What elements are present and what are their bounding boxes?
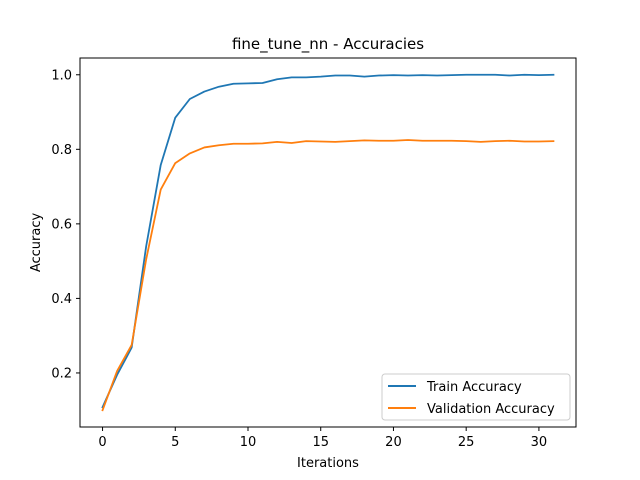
series-layer	[101, 73, 555, 412]
x-axis-label: Iterations	[297, 456, 359, 471]
y-tick-label: 0.8	[51, 143, 72, 158]
axes-frame	[79, 57, 577, 428]
legend-label-train-accuracy: Train Accuracy	[426, 380, 522, 395]
y-axis-label: Accuracy	[29, 213, 44, 273]
series-line-validation-accuracy	[101, 139, 555, 412]
x-tick-label: 5	[171, 435, 179, 450]
y-tick-label: 1.0	[51, 68, 72, 83]
y-axis-ticks: 0.2 0.4 0.6 0.8 1.0	[51, 68, 80, 381]
legend-label-validation-accuracy: Validation Accuracy	[427, 402, 555, 417]
y-tick-label: 0.4	[51, 292, 72, 307]
plot-area	[79, 57, 577, 428]
x-tick-label: 10	[240, 435, 257, 450]
chart-title: fine_tune_nn - Accuracies	[232, 35, 424, 54]
x-axis-ticks: 0 5 10 15 20 25 30	[98, 427, 547, 450]
y-tick-label: 0.6	[51, 217, 72, 232]
legend-box	[381, 373, 571, 421]
legend: Train Accuracy Validation Accuracy	[381, 373, 571, 421]
series-line-train-accuracy	[101, 73, 555, 409]
x-tick-label: 15	[312, 435, 329, 450]
y-tick-label: 0.2	[51, 366, 72, 381]
x-tick-label: 20	[385, 435, 402, 450]
x-tick-label: 0	[98, 435, 106, 450]
x-tick-label: 30	[531, 435, 548, 450]
x-tick-label: 25	[458, 435, 475, 450]
